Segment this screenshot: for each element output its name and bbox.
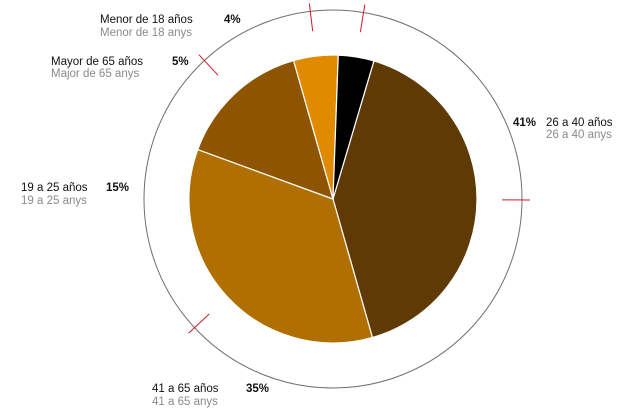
outer-ring [143,9,523,389]
leader-line-1 [188,313,210,334]
slice-sublabel-menor-18: Menor de 18 anys [100,27,192,39]
slice-pct-26-40: 41% [513,117,536,129]
slice-pct-mayor-65: 5% [172,56,189,68]
slice-sublabel-41-65: 41 a 65 anys [152,396,218,408]
pie-slice-4 [332,54,375,200]
label-group-mayor-65: Mayor de 65 años 5% Major de 65 anys [51,56,189,80]
leader-line-2 [198,54,219,76]
slice-label-41-65: 41 a 65 años [152,383,219,395]
pie-slice-0 [332,60,478,339]
pie-slice-1 [188,148,374,344]
pie-slice-2 [197,59,334,200]
slice-sublabel-mayor-65: Major de 65 anys [51,68,139,80]
slice-label-19-25: 19 a 25 años [21,182,88,194]
slice-label-26-40: 26 a 40 años [546,117,613,129]
slices-group [188,54,478,344]
slice-label-menor-18: Menor de 18 años [100,14,193,26]
leader-line-3 [308,3,314,32]
slice-sublabel-19-25: 19 a 25 anys [21,195,87,207]
leader-lines-group [188,3,530,334]
label-group-41-65: 41 a 65 años 35% 41 a 65 anys [152,383,269,408]
slice-pct-19-25: 15% [106,182,129,194]
label-group-19-25: 19 a 25 años 15% 19 a 25 anys [21,182,129,207]
leader-line-4 [359,4,366,33]
slice-pct-menor-18: 4% [224,14,241,26]
slice-sublabel-26-40: 26 a 40 anys [546,129,612,141]
slice-pct-41-65: 35% [246,383,269,395]
label-group-menor-18: Menor de 18 años 4% Menor de 18 anys [100,14,241,39]
slice-label-mayor-65: Mayor de 65 años [51,56,143,68]
label-group-26-40: 41% 26 a 40 años 26 a 40 anys [513,117,613,141]
